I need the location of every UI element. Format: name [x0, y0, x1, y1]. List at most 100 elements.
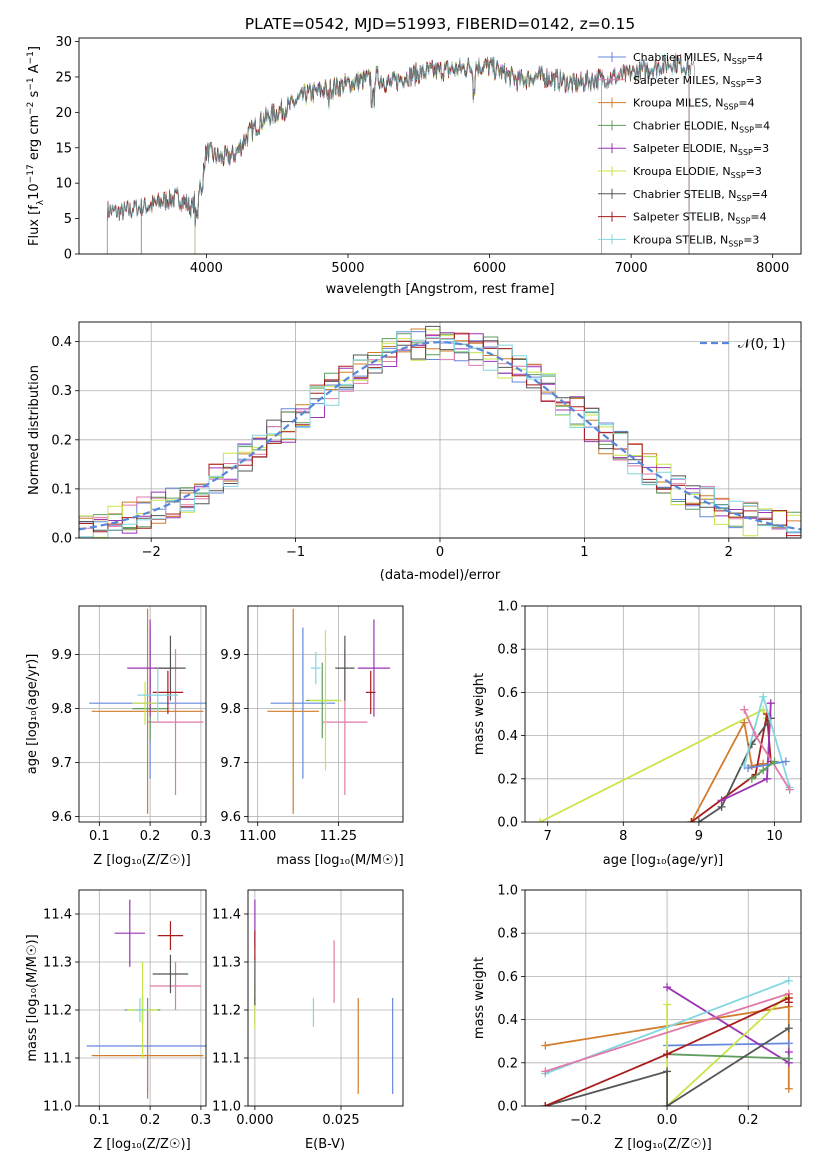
x-tick-label: −1: [286, 545, 305, 560]
mass_vs_ebv-frame: [247, 889, 404, 1107]
weight_vs_Z-xlabel: Z [log₁₀(Z/Z☉)]: [614, 1137, 711, 1152]
legend-entry: Chabrier STELIB, NSSP=4: [633, 188, 768, 203]
spectrum-model-line: [194, 57, 602, 254]
mass-weight-point: [541, 1067, 550, 1076]
legend-entry: Salpeter ELODIE, NSSP=3: [633, 142, 769, 157]
legend-entry: Kroupa ELODIE, NSSP=3: [633, 165, 762, 180]
mass_vs_ebv-points: [254, 899, 394, 1094]
age_vs_mass-frame: [247, 605, 404, 823]
mass-weight-line: [666, 991, 790, 1106]
y-tick-label: 0.6: [497, 686, 518, 701]
weight_vs_Z-axes: −0.2 0.0 0.2 0.0 0.2 0.4 0.6 0.8 1.0: [497, 884, 801, 1128]
spectrum-model-line: [106, 52, 690, 254]
legend-entry: Kroupa STELIB, NSSP=3: [633, 233, 759, 248]
x-tick-label: 9: [695, 829, 703, 844]
weight_vs_age-frame: [524, 605, 802, 823]
spectrum-model-line: [194, 57, 602, 254]
residual-xlabel: (data-model)/error: [380, 568, 501, 583]
mass-vs-z-ylabel: mass [log₁₀(M/M☉)]: [25, 934, 40, 1061]
y-tick-label: 0.2: [497, 1056, 518, 1071]
mass-weight-point: [541, 1041, 550, 1050]
normal-distribution-curve: [79, 341, 801, 531]
mass-weight-point: [740, 718, 749, 727]
y-tick-label: 9.6: [220, 810, 241, 825]
mass-weight-point: [687, 818, 696, 822]
figure-title: PLATE=0542, MJD=51993, FIBERID=0142, z=0…: [245, 15, 635, 33]
x-tick-label: 0.2: [140, 1113, 161, 1128]
mass-weight-point: [784, 1084, 793, 1093]
weight_vs_Z-frame: [524, 889, 802, 1107]
legend-entry: 𝒩(0, 1): [738, 337, 785, 352]
x-tick-label: 8: [619, 829, 627, 844]
y-tick-label: 25: [55, 70, 72, 85]
y-tick-label: 9.9: [220, 648, 241, 663]
weight_vs_age-xlabel: age [log₁₀(age/yr)]: [603, 853, 724, 868]
spectrum-model-line: [194, 58, 602, 254]
y-tick-label: 10: [55, 177, 72, 192]
y-tick-label: 5: [64, 212, 72, 227]
x-tick-label: 8000: [756, 261, 789, 276]
legend-entry: Chabrier ELODIE, NSSP=4: [633, 119, 770, 134]
mass-weight-line: [698, 717, 772, 822]
y-tick-label: 11.1: [43, 1052, 72, 1067]
y-tick-label: 9.8: [220, 702, 241, 717]
mass-weight-point: [762, 774, 771, 783]
x-tick-label: 0.1: [89, 829, 110, 844]
mass-weight-point: [784, 976, 793, 985]
age_vs_mass-points: [267, 608, 391, 814]
legend-entry: Chabrier MILES, NSSP=4: [633, 51, 763, 66]
weight_vs_age-ylabel: mass weight: [472, 673, 487, 755]
y-tick-label: 11.4: [212, 908, 241, 923]
residual-frame: [78, 321, 802, 539]
mass-weight-point: [770, 757, 779, 766]
mass-weight-line: [545, 992, 790, 1073]
age_vs_Z-frame: [78, 605, 207, 823]
x-tick-label: 0.025: [322, 1113, 359, 1128]
y-tick-label: 0: [64, 248, 72, 263]
y-tick-label: 0.2: [51, 433, 72, 448]
y-tick-label: 11.2: [43, 1004, 72, 1019]
x-tick-label: 0.0: [657, 1113, 678, 1128]
weight_vs_Z-lines: [541, 976, 793, 1106]
mass-weight-point: [785, 785, 794, 794]
y-tick-label: 0.4: [51, 335, 72, 350]
x-tick-label: 11.25: [320, 829, 357, 844]
mass-weight-point: [536, 818, 545, 822]
mass-weight-point: [759, 766, 768, 775]
mass-weight-line: [545, 1027, 790, 1106]
mass-weight-point: [784, 1039, 793, 1048]
x-tick-label: 0: [436, 545, 444, 560]
spectrum-legend: Chabrier MILES, NSSP=4 Salpeter MILES, NS…: [598, 51, 770, 248]
y-tick-label: 0.4: [497, 729, 518, 744]
x-tick-label: −2: [142, 545, 161, 560]
x-tick-label: 11.00: [239, 829, 276, 844]
mass-weight-line: [539, 708, 768, 822]
x-tick-label: 10: [766, 829, 783, 844]
age-vs-mass-xlabel: mass [log₁₀(M/M☉)]: [276, 853, 403, 868]
mass_vs_Z-points: [86, 899, 206, 1099]
mass-weight-line: [690, 713, 772, 822]
mass-weight-point: [759, 692, 768, 701]
y-tick-label: 11.3: [212, 956, 241, 971]
mass-weight-point: [694, 818, 703, 822]
weight_vs_Z-ylabel: mass weight: [472, 957, 487, 1039]
y-tick-label: 1.0: [497, 600, 518, 615]
mass_vs_Z-axes: 0.1 0.2 0.3 11.0 11.1 11.2 11.3 11.4: [43, 890, 211, 1128]
mass-weight-line: [666, 986, 790, 1065]
y-tick-label: 20: [55, 106, 72, 121]
x-tick-label: 0.1: [89, 1113, 110, 1128]
mass-weight-line: [747, 760, 787, 769]
y-tick-label: 0.1: [51, 482, 72, 497]
mass-weight-point: [784, 1024, 793, 1033]
weight_vs_age-lines: [536, 692, 794, 822]
x-tick-label: 6000: [473, 261, 506, 276]
y-tick-label: 30: [55, 35, 72, 50]
x-tick-label: 7000: [615, 261, 648, 276]
y-tick-label: 0.6: [497, 970, 518, 985]
x-tick-label: 2: [725, 545, 733, 560]
y-tick-label: 15: [55, 141, 72, 156]
y-tick-label: 9.6: [51, 810, 72, 825]
x-tick-label: 0.000: [236, 1113, 273, 1128]
y-tick-label: 0.4: [497, 1013, 518, 1028]
x-tick-label: 0.2: [140, 829, 161, 844]
